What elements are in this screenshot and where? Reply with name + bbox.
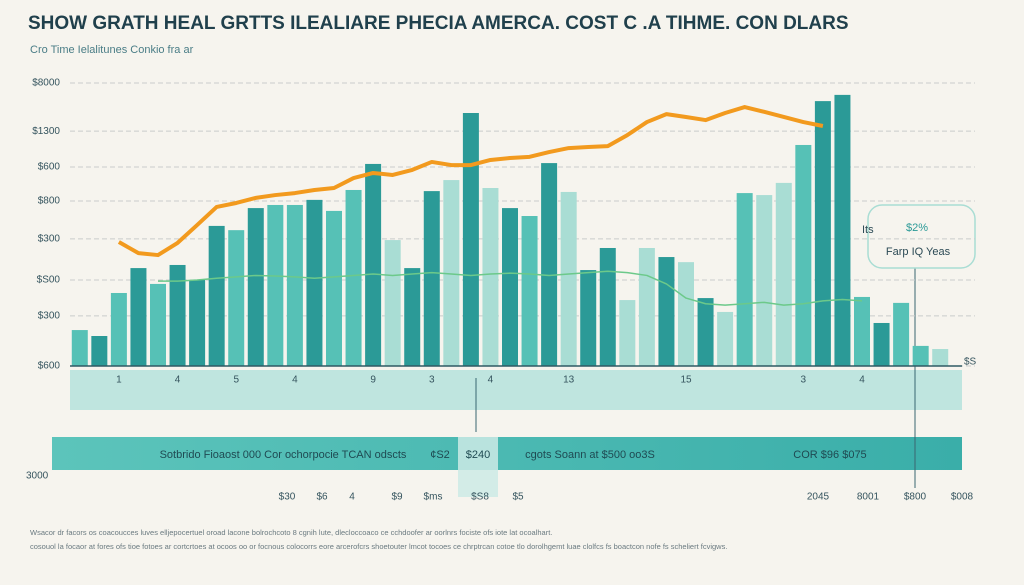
bar — [678, 262, 694, 366]
y-tick-label: $S00 — [37, 275, 61, 286]
bar — [893, 302, 910, 366]
line-series — [158, 270, 863, 306]
bar — [541, 163, 558, 366]
bottom-label: $S8 — [471, 492, 489, 503]
bottom-label: 8001 — [857, 492, 880, 503]
bar — [795, 144, 812, 366]
x-tick-label: 4 — [175, 375, 181, 386]
chart-subtitle: Cro Time Ielalitunes Conkio fra ar — [30, 44, 194, 56]
bottom-label: 4 — [349, 492, 355, 503]
right-axis-label: $S — [964, 357, 977, 368]
bar — [423, 191, 440, 366]
bar — [502, 208, 518, 366]
bar — [560, 191, 577, 366]
bar — [834, 94, 851, 367]
bar — [443, 180, 460, 366]
bar — [736, 193, 753, 366]
x-tick-label: 9 — [370, 375, 376, 386]
bottom-bar-text: cgots Soann at $500 oo3S — [525, 449, 655, 461]
y-tick-label: $1300 — [32, 126, 60, 137]
bottom-label: $9 — [391, 492, 403, 503]
bar — [247, 208, 264, 366]
line-series — [117, 105, 824, 258]
y-tick-label: $300 — [38, 311, 61, 322]
bar — [189, 279, 206, 366]
x-tick-label: 13 — [563, 375, 575, 386]
callout-box — [867, 204, 976, 269]
bar — [110, 292, 127, 366]
bar — [71, 330, 88, 366]
footnote: cosouol la focaor at fores ofs tioe foto… — [30, 542, 727, 551]
bottom-label: $800 — [904, 492, 927, 503]
x-tick-label: 4 — [859, 375, 865, 386]
bar — [365, 163, 382, 366]
bar — [150, 283, 166, 366]
bottom-label: $ms — [424, 492, 443, 503]
bar — [638, 247, 655, 366]
bar — [717, 311, 734, 366]
x-tick-label: 3 — [801, 375, 807, 386]
bar — [854, 296, 870, 366]
bottom-bar-text: $240 — [466, 449, 490, 461]
bar — [208, 225, 225, 366]
footnote: Wsacor dr facors os coacoucces luves ell… — [30, 528, 552, 537]
callout-value: $2% — [906, 222, 928, 234]
bar — [521, 216, 538, 366]
bottom-label: $008 — [951, 492, 974, 503]
bar — [814, 101, 831, 366]
bar — [130, 268, 147, 366]
bar — [286, 204, 303, 366]
bar — [326, 210, 342, 366]
callout-prefix: Its — [862, 224, 874, 236]
y-tick-label: $8000 — [32, 78, 60, 89]
bar — [658, 257, 675, 366]
bar — [912, 345, 929, 366]
bar — [775, 182, 792, 366]
bar — [228, 230, 245, 366]
bar — [384, 240, 401, 366]
y-tick-label: $600 — [38, 361, 61, 372]
callout-caption: Farp IQ Yeas — [886, 246, 951, 258]
axis-band — [70, 370, 962, 410]
bottom-bar — [52, 437, 962, 470]
x-tick-label: 1 — [116, 375, 122, 386]
bottom-label: $5 — [512, 492, 524, 503]
left-bottom-label: 3000 — [26, 471, 49, 482]
bar — [306, 199, 323, 366]
bottom-bar-highlight — [458, 437, 498, 497]
bar — [619, 300, 636, 366]
bar — [482, 187, 499, 366]
bottom-bar-text: COR $96 $075 — [793, 449, 866, 461]
bar — [267, 204, 284, 366]
bar — [599, 247, 616, 366]
bar — [580, 270, 597, 366]
bar — [932, 349, 949, 366]
y-tick-label: $300 — [38, 234, 61, 245]
bar — [697, 298, 714, 366]
x-tick-label: 4 — [292, 375, 298, 386]
bottom-bar-text: Sotbrido Fioaost 000 Cor ochorpocie TCAN… — [160, 449, 407, 461]
bar — [404, 268, 421, 366]
chart-title: SHOW GRATH HEAL GRTTS ILEALIARE PHECIA A… — [28, 13, 849, 34]
bar — [169, 264, 186, 366]
bottom-bar-text: ¢S2 — [430, 449, 450, 461]
bottom-label: 2045 — [807, 492, 830, 503]
bottom-label: $6 — [316, 492, 328, 503]
bar — [462, 112, 479, 366]
bottom-label: $30 — [279, 492, 296, 503]
x-tick-label: 4 — [488, 375, 494, 386]
bar — [91, 336, 108, 366]
x-tick-label: 15 — [680, 375, 692, 386]
bar — [873, 322, 890, 366]
y-tick-label: $600 — [38, 162, 61, 173]
bar — [345, 189, 362, 366]
y-tick-label: $800 — [38, 196, 61, 207]
x-tick-label: 3 — [429, 375, 435, 386]
bar — [756, 195, 773, 366]
x-tick-label: 5 — [233, 375, 239, 386]
